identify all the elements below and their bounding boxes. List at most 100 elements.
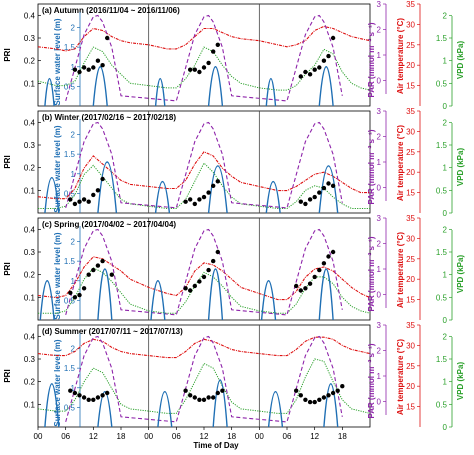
- pri-point: [307, 399, 313, 405]
- pri-point: [81, 286, 87, 291]
- par-tick-label: 3: [377, 321, 382, 330]
- temp-tick-label: 15: [406, 296, 415, 305]
- pri-point: [188, 288, 193, 293]
- water-level-curve: [97, 268, 113, 321]
- time-tick-label: 18: [338, 432, 347, 441]
- vpd-axis-label: VPD (kPa): [456, 148, 465, 187]
- par-tick-label: 3: [377, 214, 382, 223]
- par-line: [65, 335, 343, 423]
- pri-point: [105, 390, 110, 396]
- par-tick-label: 1: [377, 51, 382, 60]
- pri-point: [72, 390, 78, 396]
- pri-tick-label: 0.3: [24, 248, 36, 257]
- temp-tick-label: 35: [406, 0, 415, 9]
- pri-tick-label: 0.1: [24, 293, 36, 302]
- water-tick-label: 1.5: [64, 364, 76, 373]
- pri-point: [317, 397, 322, 402]
- panel-title: (d) Summer (2017/07/11 ~ 2017/07/13): [42, 327, 183, 336]
- pri-point: [91, 267, 96, 273]
- vpd-line: [38, 267, 371, 314]
- time-tick-label: 06: [283, 432, 292, 441]
- par-tick-label: 1: [377, 372, 382, 381]
- water-tick-label: 1.5: [64, 43, 76, 52]
- pri-point: [307, 197, 313, 202]
- pri-point: [298, 393, 303, 398]
- pri-tick-label: 0.3: [24, 141, 36, 150]
- temp-tick-label: 15: [406, 82, 415, 91]
- pri-point: [192, 283, 197, 289]
- water-level-curve: [265, 180, 281, 214]
- time-tick-label: 18: [227, 432, 236, 441]
- water-level-curve: [265, 78, 277, 107]
- water-level-curve: [318, 165, 339, 214]
- air-temperature-line: [37, 151, 370, 200]
- temp-axis-label: Air temperature (°C): [396, 18, 405, 94]
- pri-point: [330, 35, 336, 41]
- pri-tick-label: 0.4: [24, 332, 36, 341]
- pri-point: [307, 72, 313, 77]
- vpd-tick-label: 0.5: [436, 186, 448, 195]
- time-axis-label: Time of Day: [193, 441, 239, 450]
- pri-point: [330, 390, 336, 396]
- pri-point: [72, 67, 78, 72]
- par-tick-label: 3: [377, 0, 382, 9]
- vpd-tick-label: 1.5: [436, 141, 448, 150]
- pri-point: [330, 183, 336, 188]
- pri-point: [100, 62, 105, 68]
- pri-point: [303, 69, 308, 75]
- pri-point: [201, 194, 207, 200]
- pri-axis-label: PRI: [3, 369, 12, 382]
- pri-point: [105, 35, 110, 41]
- pri-point: [326, 393, 331, 398]
- pri-point: [220, 388, 225, 393]
- pri-point: [188, 197, 193, 202]
- pri-point: [91, 397, 96, 402]
- vpd-line: [37, 46, 371, 91]
- pri-point: [211, 258, 216, 264]
- pri-point: [100, 393, 105, 398]
- water-level-curve: [97, 391, 113, 428]
- pri-axis-label: PRI: [3, 155, 12, 168]
- par-axis-label: PAR (mmol m⁻² s⁻¹): [367, 129, 376, 204]
- pri-point: [197, 197, 202, 202]
- pri-point: [192, 67, 197, 72]
- time-tick-label: 12: [89, 432, 98, 441]
- temp-tick-label: 20: [406, 275, 415, 284]
- pri-point: [86, 397, 91, 402]
- pri-point: [197, 69, 202, 75]
- pri-point: [68, 197, 73, 202]
- water-level-curve: [212, 379, 228, 428]
- pri-point: [183, 199, 188, 204]
- temp-tick-label: 15: [406, 189, 415, 198]
- pri-tick-label: 0.4: [24, 118, 36, 127]
- pri-point: [91, 65, 96, 70]
- pri-point: [211, 49, 216, 54]
- vpd-tick-label: 0: [443, 102, 448, 111]
- pri-point: [81, 197, 87, 202]
- pri-tick-label: 0.2: [24, 164, 36, 173]
- par-tick-label: 2: [377, 240, 382, 249]
- water-axis-label: Surface water level (m): [53, 339, 62, 426]
- temp-tick-label: 25: [406, 148, 415, 157]
- vpd-tick-label: 2: [443, 332, 448, 341]
- pri-point: [81, 65, 87, 70]
- water-level-curve: [267, 391, 284, 428]
- panel-frame: [37, 324, 371, 428]
- pri-tick-label: 0.3: [24, 34, 36, 43]
- panel-title: (a) Autumn (2016/11/04 ~ 2016/11/06): [42, 6, 180, 15]
- vpd-tick-label: 0: [443, 423, 448, 432]
- par-tick-label: 2: [377, 26, 382, 35]
- vpd-axis-label: VPD (kPa): [456, 41, 465, 80]
- pri-point: [95, 58, 101, 63]
- temp-tick-label: 30: [406, 127, 415, 136]
- pri-point: [206, 60, 211, 66]
- pri-point: [298, 288, 303, 293]
- pri-point: [95, 263, 101, 268]
- panel-title: (c) Spring (2017/04/02 ~ 2017/04/04): [42, 220, 176, 229]
- pri-point: [312, 67, 317, 72]
- vpd-tick-label: 1: [443, 57, 448, 66]
- time-tick-label: 18: [117, 432, 126, 441]
- panel-title: (b) Winter (2017/02/16 ~ 2017/02/18): [42, 113, 176, 122]
- vpd-line: [37, 358, 371, 414]
- vpd-axis-label: VPD (kPa): [456, 362, 465, 401]
